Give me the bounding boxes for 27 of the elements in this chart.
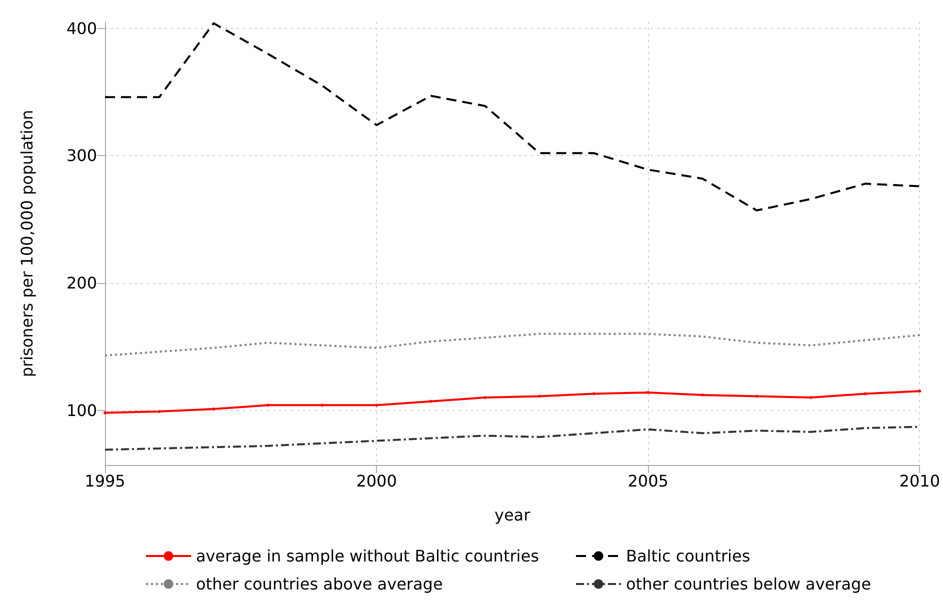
point [918,390,922,393]
legend-label: Baltic countries [626,546,750,566]
point [592,392,596,396]
x-tick-label: 2010 [899,472,940,490]
line-series [104,390,922,414]
x-tick-label: 2005 [628,472,668,490]
y-axis-title: prisoners per 100,000 population [18,110,36,378]
y-tick-label: 300 [66,146,97,166]
line-series [104,332,921,357]
point [538,394,541,398]
point [429,400,432,403]
x-tick-label: 2000 [356,472,397,490]
legend-label: other countries above average [196,574,443,594]
point [104,411,106,414]
legend-label: average in sample without Baltic countries [196,546,539,566]
point [375,404,378,407]
y-tick-label: 100 [66,400,97,420]
point [755,394,758,398]
x-tick-label: 1995 [84,472,126,490]
point [266,404,270,407]
legend-label: other countries below average [626,574,872,594]
point [646,390,650,394]
y-tick-label: 400 [66,18,97,38]
x-axis-title: year [494,506,531,524]
point [864,392,867,396]
line-series [104,22,921,212]
y-tick-label: 200 [66,273,97,292]
